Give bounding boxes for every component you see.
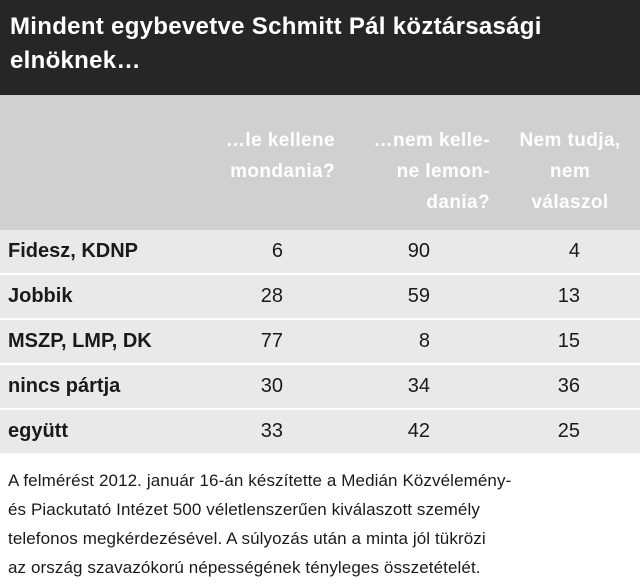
cell-value: 25 (557, 420, 580, 442)
cell-value: 34 (407, 375, 430, 397)
column-header-line: …le kellene (226, 130, 335, 151)
table-row: Fidesz, KDNP 6 90 4 (0, 230, 640, 275)
row-label: együtt (8, 420, 68, 442)
column-header-line: ne lemon- (396, 161, 490, 182)
column-header: Nem tudja, nem válaszol (500, 125, 640, 218)
footnote-line: és Piackutató Intézet 500 véletlenszerűe… (8, 500, 480, 519)
header-row: …le kellene mondania? …nem kelle-ne lemon-… (0, 95, 640, 230)
cell-value: 30 (260, 375, 283, 397)
column-header-line: nem (549, 161, 591, 182)
column-header-line: dania? (426, 192, 490, 213)
footnote-line: A felmérést 2012. január 16-án készített… (8, 471, 512, 490)
footnote: A felmérést 2012. január 16-án készített… (8, 466, 636, 582)
column-header: …le kellene mondania? (226, 125, 335, 187)
row-label: Jobbik (8, 285, 73, 307)
table-row: Jobbik 28 59 13 (0, 275, 640, 320)
cell-value: 15 (557, 330, 580, 352)
title-line: elnöknek… (10, 47, 141, 74)
cell-value: 4 (568, 240, 580, 262)
cell-value: 13 (557, 285, 580, 307)
cell-value: 36 (557, 375, 580, 397)
title-line: Mindent egybevetve Schmitt Pál köztársas… (10, 13, 542, 40)
cell-value: 28 (260, 285, 283, 307)
row-label: MSZP, LMP, DK (8, 330, 152, 352)
table-row: MSZP, LMP, DK 77 8 15 (0, 320, 640, 365)
cell-value: 33 (260, 420, 283, 442)
column-header-line: Nem tudja, (519, 130, 621, 151)
cell-value: 8 (418, 330, 430, 352)
cell-value: 90 (407, 240, 430, 262)
column-header: …nem kelle-ne lemon-dania? (374, 125, 490, 218)
cell-value: 6 (271, 240, 283, 262)
column-header-line: válaszol (531, 192, 609, 213)
cell-value: 59 (407, 285, 430, 307)
column-header-line: …nem kelle- (373, 130, 490, 151)
table-row: együtt 33 42 25 (0, 410, 640, 455)
footnote-line: az ország szavazókorú népességének tényl… (8, 558, 481, 577)
row-label: Fidesz, KDNP (8, 240, 139, 262)
footnote-line: telefonos megkérdezésével. A súlyozás ut… (8, 529, 486, 548)
title-bar: Mindent egybevetve Schmitt Pál köztársas… (0, 0, 640, 95)
table-row: nincs pártja 30 34 36 (0, 365, 640, 410)
cell-value: 77 (260, 330, 283, 352)
cell-value: 42 (407, 420, 430, 442)
row-label: nincs pártja (8, 375, 121, 397)
column-header-line: mondania? (230, 161, 335, 182)
